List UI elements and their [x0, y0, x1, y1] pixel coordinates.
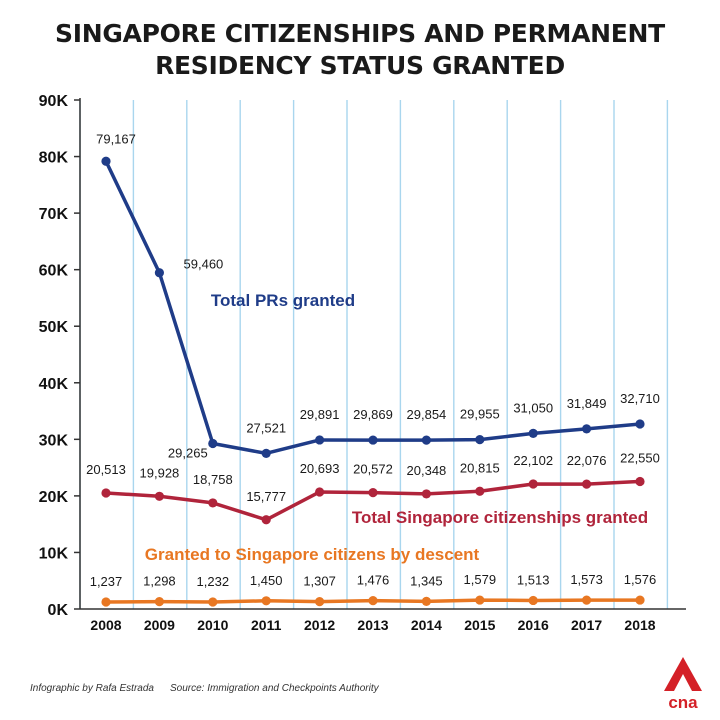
data-point: [582, 479, 592, 489]
data-point: [261, 596, 271, 606]
data-label: 1,573: [570, 572, 603, 587]
series-name-label: Granted to Singapore citizens by descent: [145, 545, 480, 564]
data-label: 20,513: [86, 462, 126, 477]
y-tick-label: 20K: [39, 489, 69, 506]
data-point: [528, 479, 538, 489]
data-point: [154, 597, 164, 607]
data-point: [421, 489, 431, 499]
data-point: [154, 268, 164, 278]
data-point: [208, 498, 218, 508]
data-point: [315, 487, 325, 497]
y-tick-label: 90K: [39, 93, 69, 110]
data-label: 22,550: [620, 450, 660, 465]
data-point: [421, 435, 431, 445]
data-label: 29,869: [353, 407, 393, 422]
data-label: 1,345: [410, 573, 443, 588]
x-tick-label: 2011: [251, 617, 282, 633]
data-label: 20,815: [460, 460, 500, 475]
data-label: 1,307: [303, 574, 336, 589]
y-tick-label: 70K: [39, 206, 69, 223]
x-tick-label: 2012: [304, 617, 335, 633]
data-label: 1,450: [250, 573, 283, 588]
data-point: [528, 595, 538, 606]
data-label: 29,955: [460, 407, 500, 422]
data-point: [368, 435, 378, 445]
x-tick-label: 2008: [90, 617, 121, 633]
y-tick-label: 80K: [39, 150, 69, 167]
data-point: [368, 596, 378, 606]
data-point: [475, 434, 485, 445]
data-point: [582, 424, 592, 434]
data-label: 79,167: [96, 131, 136, 146]
data-point: [528, 428, 538, 438]
data-label: 1,576: [624, 572, 657, 587]
source-note: Source: Immigration and Checkpoints Auth…: [170, 683, 379, 694]
data-point: [315, 597, 325, 607]
y-tick-label: 40K: [39, 376, 69, 393]
data-label: 31,050: [513, 400, 553, 415]
data-label: 1,298: [143, 574, 176, 589]
data-label: 29,265: [168, 445, 208, 460]
data-point: [475, 595, 485, 605]
data-label: 18,758: [193, 472, 233, 487]
data-point: [208, 438, 218, 449]
series-name-label: Total Singapore citizenships granted: [352, 508, 648, 527]
data-label: 29,854: [407, 407, 447, 422]
data-point: [635, 476, 645, 487]
data-label: 22,076: [567, 453, 607, 468]
y-tick-label: 50K: [39, 319, 69, 336]
cna-logo-icon: cna: [664, 657, 702, 711]
data-label: 1,579: [464, 572, 497, 587]
data-label: 1,476: [357, 573, 390, 588]
infographic-credit: Infographic by Rafa Estrada: [30, 683, 154, 694]
data-point: [315, 435, 325, 445]
chart-title: SINGAPORE CITIZENSHIPS AND PERMANENT RES…: [0, 18, 720, 82]
chart-title-line1: SINGAPORE CITIZENSHIPS AND PERMANENT: [55, 19, 665, 48]
chart-title-line2: RESIDENCY STATUS GRANTED: [155, 51, 565, 80]
data-point: [475, 486, 485, 496]
x-tick-label: 2015: [464, 617, 495, 633]
data-label: 27,521: [246, 420, 286, 435]
x-tick-label: 2016: [518, 617, 549, 633]
data-point: [635, 595, 645, 605]
y-tick-label: 30K: [39, 432, 69, 449]
data-point: [635, 419, 645, 429]
data-point: [154, 491, 164, 501]
x-tick-label: 2017: [571, 617, 602, 633]
data-label: 20,572: [353, 462, 393, 477]
data-point: [261, 448, 271, 458]
data-label: 1,237: [90, 574, 123, 589]
y-tick-label: 10K: [39, 545, 69, 562]
data-label: 1,513: [517, 572, 550, 587]
data-label: 19,928: [140, 465, 180, 480]
data-point: [101, 488, 111, 498]
data-label: 20,348: [407, 463, 447, 478]
series-name-label: Total PRs granted: [211, 291, 355, 310]
data-point: [101, 597, 111, 607]
x-tick-label: 2014: [411, 617, 442, 633]
data-point: [261, 515, 271, 525]
data-point: [582, 595, 592, 605]
data-label: 31,849: [567, 396, 607, 411]
data-label: 1,232: [197, 574, 230, 589]
x-tick-label: 2018: [624, 617, 655, 633]
x-tick-label: 2013: [357, 617, 388, 633]
data-label: 20,693: [300, 461, 340, 476]
data-label: 32,710: [620, 391, 660, 406]
data-point: [421, 596, 431, 606]
data-label: 22,102: [513, 453, 553, 468]
data-label: 15,777: [246, 489, 286, 504]
data-point: [368, 488, 378, 498]
x-tick-label: 2010: [197, 617, 228, 633]
cna-logo-text: cna: [668, 693, 698, 711]
y-tick-label: 60K: [39, 263, 69, 280]
data-label: 29,891: [300, 407, 340, 422]
data-label: 59,460: [184, 257, 224, 272]
data-point: [208, 597, 218, 607]
y-tick-label: 0K: [48, 602, 69, 619]
cna-logo-mark: [664, 657, 702, 691]
x-tick-label: 2009: [144, 617, 175, 633]
data-point: [101, 156, 111, 166]
